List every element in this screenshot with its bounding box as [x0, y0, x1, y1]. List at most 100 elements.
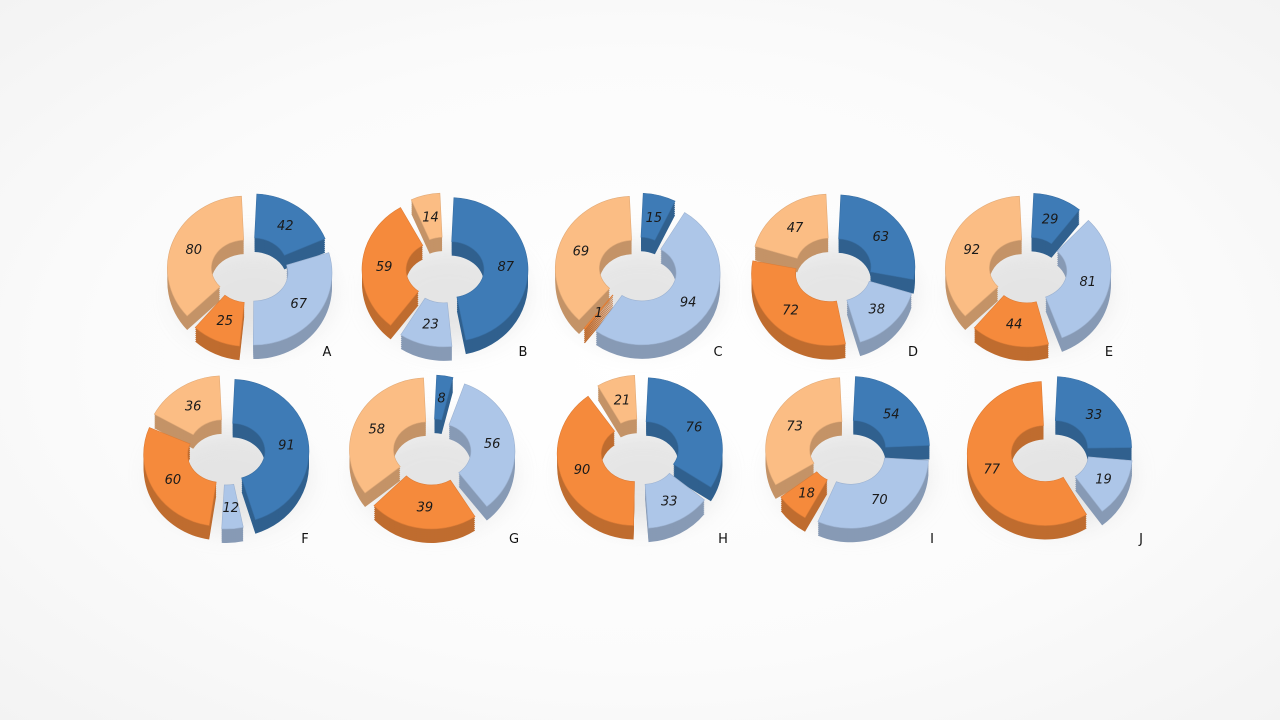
slice-light_orange: [597, 374, 638, 424]
slice-dark_orange: [373, 475, 476, 530]
chart-label: J: [1138, 532, 1143, 547]
slice-value-label: 56: [484, 437, 501, 452]
donut-chart-f: 91 12 60 36 F: [143, 375, 310, 547]
slice-value-label: 87: [498, 260, 515, 275]
slice-side-dark_orange: [583, 299, 614, 334]
slice-value-label: 91: [278, 439, 295, 454]
slice-light_blue: [1074, 456, 1133, 512]
slice-light_blue: [448, 383, 516, 507]
slice-light_blue: [253, 252, 333, 346]
slice-value-label: 23: [422, 317, 439, 332]
chart-label: F: [301, 532, 308, 547]
slice-side-dark_orange: [583, 303, 614, 338]
slice-value-label: 63: [872, 230, 889, 245]
slice-value-label: 21: [614, 393, 631, 408]
slice-dark_orange: [361, 207, 424, 326]
slice-value-label: 25: [217, 314, 234, 329]
slice-value-label: 81: [1079, 275, 1096, 290]
slice-value-label: 8: [437, 392, 445, 407]
chart-label: C: [713, 345, 722, 360]
slice-dark_orange: [194, 294, 245, 347]
slice-value-label: 73: [786, 419, 803, 434]
donut-chart-d: 63 38 72 47 D: [751, 193, 918, 360]
slice-value-label: 54: [883, 407, 900, 422]
chart-label: A: [323, 345, 332, 360]
slice-value-label: 14: [422, 211, 439, 226]
slice-value-label: 12: [223, 501, 240, 516]
slice-value-label: 29: [1042, 213, 1059, 228]
slice-dark_orange: [556, 395, 635, 526]
slice-value-label: 36: [185, 400, 202, 415]
slice-light_blue: [644, 472, 705, 529]
slice-dark_blue: [254, 193, 326, 256]
chart-label: B: [519, 345, 528, 360]
slice-value-label: 70: [871, 493, 888, 508]
donut-chart-c: 15 94 1 69 C: [555, 192, 723, 360]
donut-chart-e: 29 81 44 92 E: [945, 193, 1113, 361]
slice-light_orange: [945, 195, 1023, 317]
slice-light_blue: [221, 483, 244, 530]
slice-dark_orange: [780, 471, 828, 519]
slice-value-label: 1: [594, 306, 602, 321]
slice-dark_blue: [640, 192, 676, 241]
slice-light_blue: [595, 212, 721, 346]
slice-light_orange: [765, 377, 843, 486]
slice-value-label: 42: [277, 219, 294, 234]
slice-dark_orange: [966, 381, 1088, 526]
slice-value-label: 77: [984, 462, 1001, 477]
slice-light_blue: [400, 297, 453, 348]
slice-side-dark_orange: [583, 301, 614, 336]
chart-label: H: [718, 532, 728, 547]
donut-chart-i: 54 70 18 73 I: [765, 376, 934, 547]
slice-light_blue: [846, 280, 912, 343]
slice-value-label: 44: [1006, 318, 1023, 333]
slice-dark_blue: [852, 376, 930, 448]
slice-dark_blue: [232, 379, 310, 521]
donut-chart-h: 76 33 90 21 H: [556, 374, 728, 547]
slice-side-dark_orange: [583, 307, 614, 342]
slice-dark_blue: [451, 197, 529, 341]
slice-light_orange: [754, 193, 829, 259]
donut-chart-j: 33 19 77 J: [966, 376, 1143, 547]
slice-dark_orange: [751, 260, 846, 346]
slice-value-label: 80: [185, 243, 202, 258]
slice-dark_orange: [143, 427, 217, 526]
slice-value-label: 47: [787, 221, 804, 236]
slice-value-label: 90: [574, 463, 591, 478]
slice-value-label: 19: [1095, 472, 1112, 487]
slice-dark_orange: [583, 294, 614, 330]
slice-value-label: 38: [868, 302, 885, 317]
slice-dark_blue: [838, 194, 916, 281]
slice-value-label: 39: [417, 501, 434, 516]
slice-value-label: 33: [661, 494, 678, 509]
slice-dark_blue: [1054, 376, 1132, 449]
slice-dark_blue: [645, 377, 723, 488]
slice-light_orange: [555, 196, 632, 321]
slice-light_orange: [410, 192, 443, 241]
slice-value-label: 94: [680, 295, 697, 310]
slice-side-dark_orange: [583, 305, 614, 340]
chart-label: I: [930, 532, 934, 547]
slice-light_blue: [1045, 219, 1112, 339]
slice-value-label: 33: [1086, 408, 1103, 423]
slice-light_orange: [349, 377, 427, 494]
chart-label: E: [1105, 345, 1113, 360]
chart-label: G: [509, 532, 519, 547]
chart-label: D: [908, 345, 918, 360]
slice-dark_blue: [434, 374, 454, 421]
slice-dark_blue: [1031, 193, 1080, 245]
slice-value-label: 15: [646, 211, 663, 226]
slice-value-label: 60: [165, 473, 182, 488]
slice-value-label: 67: [290, 297, 307, 312]
slice-value-label: 58: [369, 423, 386, 438]
slice-value-label: 59: [376, 260, 393, 275]
slice-light_blue: [817, 457, 929, 529]
slice-value-label: 72: [782, 303, 799, 318]
slice-dark_orange: [973, 295, 1049, 348]
slice-light_orange: [153, 375, 222, 436]
donut-chart-a: 42 67 25 80 A: [167, 193, 333, 361]
slice-light_orange: [167, 195, 245, 317]
donut-chart-g: 8 56 39 58 G: [349, 374, 519, 547]
slice-value-label: 69: [573, 245, 590, 260]
